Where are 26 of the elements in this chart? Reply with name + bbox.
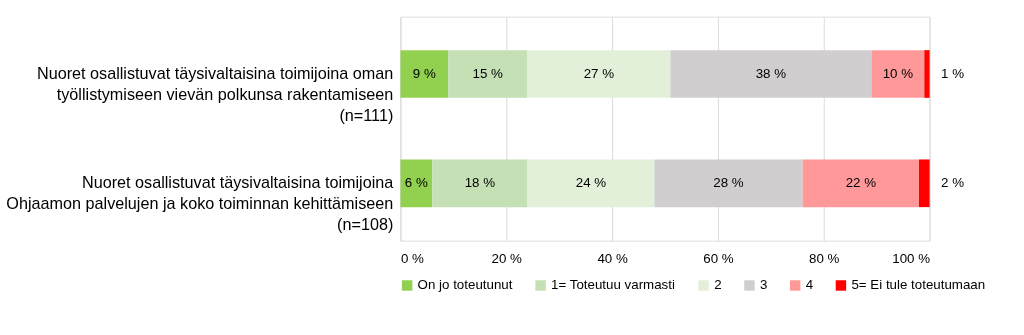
data-label: 28 % <box>713 175 744 191</box>
legend-label: 5= Ei tule toteutumaan <box>851 277 986 293</box>
data-label: 18 % <box>464 175 496 191</box>
data-label: 24 % <box>575 175 607 191</box>
legend-label: 1= Toteutuu varmasti <box>551 277 675 293</box>
data-label: 27 % <box>583 65 615 81</box>
x-tick-label: 80 % <box>809 251 840 267</box>
y-tick-label: Nuoret osallistuvat täysivaltaisina toimijoina oman työllistymiseen vievän polkunsa rakentamiseen (n=111) <box>37 63 394 124</box>
legend-label: 2 <box>714 277 722 293</box>
x-tick-label: 40 % <box>597 251 628 267</box>
legend-label: 3 <box>759 277 768 293</box>
x-tick-label: 0 % <box>400 251 425 267</box>
data-label: 38 % <box>755 65 787 81</box>
x-tick-label: 20 % <box>491 251 523 267</box>
data-label: 9 % <box>412 65 436 81</box>
data-label: 10 % <box>882 65 914 81</box>
legend-label: 4 <box>805 277 814 293</box>
y-tick-label: Nuoret osallistuvat täysivaltaisina toimijoina Ohjaamon palvelujen ja koko toiminnan kehittämiseen (n=108) <box>6 173 394 234</box>
data-label: 15 % <box>472 65 504 81</box>
data-label: 1 % <box>941 65 965 81</box>
data-label: 6 % <box>404 175 428 191</box>
data-label: 22 % <box>845 175 877 191</box>
legend-label: On jo toteutunut <box>417 277 513 293</box>
data-label: 2 % <box>941 175 965 191</box>
x-tick-label: 100 % <box>892 251 931 267</box>
x-tick-label: 60 % <box>703 251 734 267</box>
